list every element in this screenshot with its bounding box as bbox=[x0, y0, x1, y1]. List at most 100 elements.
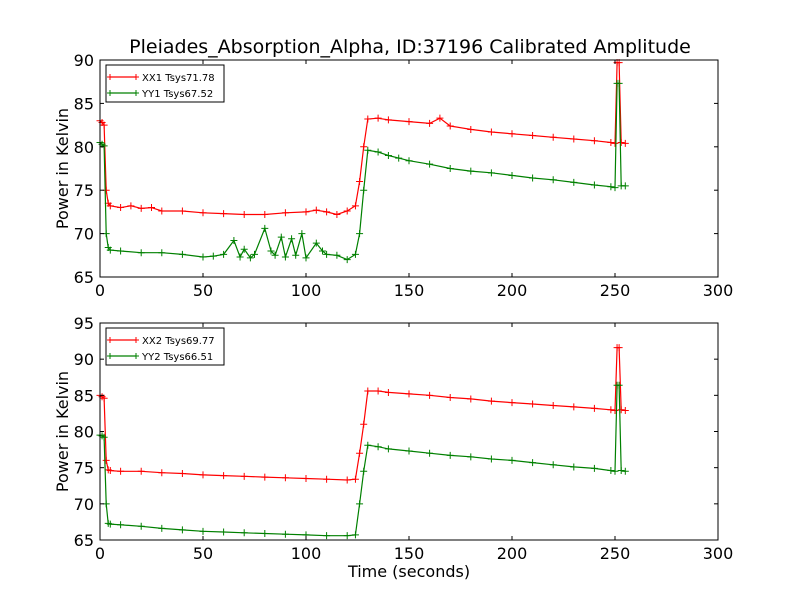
data-point bbox=[100, 433, 108, 441]
data-point bbox=[611, 184, 619, 192]
data-point bbox=[405, 390, 413, 398]
data-point bbox=[487, 455, 495, 463]
data-point bbox=[549, 133, 557, 141]
data-point bbox=[508, 399, 516, 407]
data-point bbox=[220, 250, 228, 258]
data-point bbox=[590, 464, 598, 472]
data-point bbox=[288, 235, 296, 243]
x-tick-label: 300 bbox=[703, 281, 734, 300]
data-point bbox=[298, 230, 306, 238]
data-point bbox=[323, 532, 331, 540]
data-point bbox=[607, 183, 615, 191]
y-tick-label: 80 bbox=[74, 423, 94, 442]
data-point bbox=[158, 524, 166, 532]
data-point bbox=[617, 406, 625, 414]
data-point bbox=[148, 204, 155, 212]
data-point bbox=[261, 224, 269, 232]
data-point bbox=[446, 394, 454, 402]
x-tick-label: 100 bbox=[291, 544, 322, 563]
data-point bbox=[615, 79, 623, 87]
data-point bbox=[487, 169, 495, 177]
data-point bbox=[621, 467, 629, 475]
data-point bbox=[570, 178, 578, 186]
data-point bbox=[356, 178, 364, 186]
data-point bbox=[117, 467, 125, 475]
data-point bbox=[607, 138, 615, 146]
legend-label: XX2 Tsys69.77 bbox=[142, 336, 215, 347]
x-tick-label: 300 bbox=[703, 544, 734, 563]
data-point bbox=[615, 381, 623, 389]
data-point bbox=[617, 467, 625, 475]
x-tick-label: 250 bbox=[600, 281, 631, 300]
chart-title: Pleiades_Absorption_Alpha, ID:37196 Cali… bbox=[129, 36, 691, 58]
data-point bbox=[106, 467, 114, 475]
data-point bbox=[436, 114, 444, 122]
data-point bbox=[220, 528, 228, 536]
data-point bbox=[302, 254, 310, 262]
data-point bbox=[230, 237, 238, 245]
data-point bbox=[178, 250, 186, 258]
data-point bbox=[364, 115, 372, 123]
data-point bbox=[323, 208, 331, 216]
data-point bbox=[106, 202, 114, 210]
data-point bbox=[426, 119, 434, 127]
data-point bbox=[374, 114, 382, 122]
panel-2: 0 50 100 150 200 250 300 65 70 75 80 85 90 95 Power in… bbox=[53, 314, 733, 581]
series-line-1 bbox=[99, 347, 626, 481]
data-point bbox=[405, 157, 413, 165]
data-point bbox=[343, 532, 351, 540]
data-point bbox=[529, 174, 537, 182]
data-point bbox=[615, 344, 623, 352]
data-point bbox=[333, 251, 341, 259]
data-point bbox=[356, 449, 364, 457]
data-point bbox=[106, 520, 114, 528]
x-tick-label: 50 bbox=[193, 281, 213, 300]
data-point bbox=[570, 135, 578, 143]
y-tick-label: 75 bbox=[74, 181, 94, 200]
data-point bbox=[590, 137, 598, 145]
data-point bbox=[199, 209, 207, 217]
data-point bbox=[405, 118, 413, 126]
data-point bbox=[374, 148, 382, 156]
data-point bbox=[137, 204, 145, 212]
data-point bbox=[312, 239, 320, 247]
data-point bbox=[617, 138, 625, 146]
data-point bbox=[251, 250, 258, 258]
legend-marker bbox=[133, 337, 139, 343]
data-point bbox=[590, 181, 598, 189]
data-point bbox=[246, 254, 254, 262]
y-tick-label: 95 bbox=[74, 314, 94, 333]
data-point bbox=[426, 391, 434, 399]
data-point bbox=[446, 165, 454, 172]
data-point bbox=[277, 233, 285, 241]
data-point bbox=[529, 459, 537, 467]
data-point bbox=[240, 245, 248, 253]
data-point bbox=[384, 388, 392, 396]
data-point bbox=[158, 469, 166, 477]
y-tick-label: 65 bbox=[74, 531, 94, 550]
data-point bbox=[100, 121, 108, 129]
data-point bbox=[590, 404, 598, 412]
data-point bbox=[343, 256, 351, 264]
data-point bbox=[240, 529, 248, 537]
data-point bbox=[487, 397, 495, 405]
data-point bbox=[106, 246, 114, 254]
data-point bbox=[178, 526, 186, 534]
data-point bbox=[351, 202, 359, 210]
legend-box bbox=[105, 64, 225, 103]
data-point bbox=[621, 407, 629, 415]
data-point bbox=[117, 204, 125, 212]
panel-1: 0 50 100 150 200 250 300 65 70 75 80 85 90 Power in K… bbox=[53, 51, 733, 300]
data-point bbox=[508, 171, 516, 179]
legend-marker bbox=[107, 74, 113, 80]
legend-marker bbox=[107, 90, 113, 96]
data-point bbox=[292, 251, 300, 259]
data-point bbox=[364, 387, 372, 395]
data-point bbox=[343, 476, 351, 484]
data-point bbox=[100, 394, 108, 402]
data-point bbox=[117, 521, 125, 529]
data-point bbox=[158, 249, 166, 257]
x-tick-label: 200 bbox=[497, 544, 528, 563]
data-point bbox=[611, 139, 619, 147]
